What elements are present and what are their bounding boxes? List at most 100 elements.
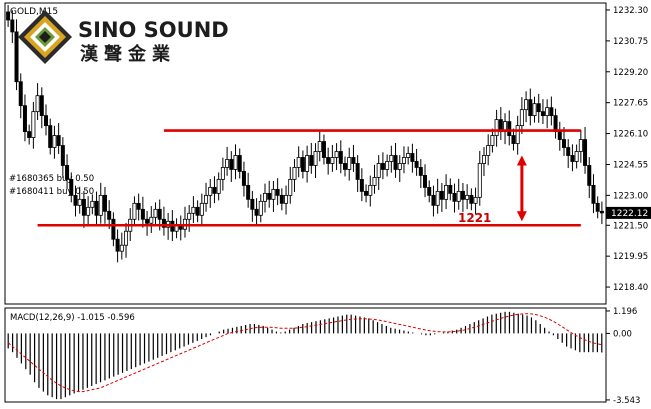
candle bbox=[334, 143, 339, 171]
candle bbox=[570, 144, 575, 172]
candle bbox=[330, 144, 335, 172]
candle bbox=[220, 157, 225, 191]
candle bbox=[410, 143, 415, 173]
macd-tick-label: 1.196 bbox=[613, 307, 637, 317]
candle bbox=[347, 147, 352, 181]
candle bbox=[81, 190, 86, 228]
candle bbox=[187, 204, 192, 232]
candle bbox=[583, 126, 588, 174]
candle bbox=[262, 183, 267, 213]
logo-chinese-text: 漢聲金業 bbox=[80, 43, 176, 65]
candle bbox=[473, 187, 478, 215]
candle bbox=[94, 191, 99, 227]
candle bbox=[195, 200, 200, 223]
candle bbox=[385, 154, 390, 177]
candle bbox=[418, 159, 423, 188]
candle bbox=[229, 151, 234, 183]
candle bbox=[288, 166, 293, 204]
candle bbox=[271, 181, 276, 212]
candle bbox=[258, 194, 263, 223]
candle bbox=[296, 146, 301, 178]
candle bbox=[212, 176, 217, 204]
candle bbox=[431, 185, 436, 217]
annotation-label: 1221 bbox=[458, 211, 491, 225]
arrow-icon bbox=[516, 155, 527, 222]
candle bbox=[566, 139, 571, 169]
price-tick-label: 1227.65 bbox=[613, 99, 648, 109]
candle bbox=[528, 88, 533, 126]
candle bbox=[39, 87, 44, 129]
candle bbox=[435, 178, 440, 214]
candle bbox=[48, 118, 53, 155]
candle bbox=[389, 145, 394, 173]
candle bbox=[397, 155, 402, 183]
candle bbox=[368, 175, 373, 207]
candle bbox=[439, 183, 444, 212]
trend-lines-layer bbox=[37, 129, 581, 227]
candle bbox=[545, 99, 550, 129]
price-tick-label: 1230.75 bbox=[613, 37, 648, 47]
candle bbox=[515, 115, 520, 155]
candle bbox=[90, 194, 95, 215]
candle bbox=[599, 201, 604, 225]
candle bbox=[292, 159, 297, 192]
candle bbox=[246, 172, 251, 208]
candle bbox=[507, 110, 512, 146]
candle bbox=[275, 178, 280, 206]
candle bbox=[98, 182, 103, 224]
candle bbox=[279, 188, 284, 211]
candle bbox=[372, 164, 377, 194]
candle bbox=[111, 212, 116, 247]
candle bbox=[595, 196, 600, 219]
candle bbox=[102, 186, 107, 224]
candle bbox=[364, 184, 369, 203]
candle bbox=[77, 186, 82, 214]
candle bbox=[414, 148, 419, 176]
macd-axis: 1.196 0.00 -3.543 bbox=[606, 307, 640, 406]
candle bbox=[574, 144, 579, 169]
candle bbox=[225, 146, 230, 176]
candle bbox=[149, 206, 154, 234]
candle bbox=[305, 145, 310, 183]
candle bbox=[145, 210, 150, 236]
candle bbox=[321, 134, 326, 165]
candle bbox=[136, 193, 141, 221]
candle bbox=[376, 155, 381, 190]
candle bbox=[511, 128, 516, 151]
candle bbox=[10, 10, 15, 44]
candle bbox=[216, 172, 221, 201]
candle bbox=[56, 123, 61, 154]
candle bbox=[86, 196, 91, 226]
macd-label: MACD(12,26,9) -1.015 -0.596 bbox=[10, 313, 135, 323]
logo-text: SINO SOUND bbox=[78, 18, 229, 42]
candle bbox=[22, 94, 27, 142]
candle bbox=[380, 152, 385, 180]
candle bbox=[132, 196, 137, 227]
candle bbox=[326, 147, 331, 175]
price-tick-label: 1218.40 bbox=[613, 283, 648, 293]
candle bbox=[31, 101, 36, 149]
candle bbox=[14, 19, 19, 91]
order-label-2: #1680411 buy 0.50 bbox=[9, 187, 94, 197]
candle bbox=[465, 184, 470, 210]
candle bbox=[591, 174, 596, 214]
candle bbox=[519, 97, 524, 134]
candle bbox=[119, 232, 124, 260]
candle bbox=[237, 148, 242, 179]
candle bbox=[35, 83, 40, 121]
candle bbox=[27, 124, 32, 145]
price-tick-label: 1226.10 bbox=[613, 130, 648, 140]
candle bbox=[452, 183, 457, 213]
candle bbox=[427, 180, 432, 203]
candle bbox=[317, 130, 322, 162]
candle bbox=[587, 157, 592, 198]
candle bbox=[490, 128, 495, 153]
candle bbox=[536, 93, 541, 123]
candle bbox=[313, 143, 318, 179]
candle bbox=[578, 129, 583, 163]
candle bbox=[204, 182, 209, 212]
candle bbox=[153, 202, 158, 225]
macd-tick-label: 0.00 bbox=[613, 329, 632, 339]
candle bbox=[191, 196, 196, 224]
